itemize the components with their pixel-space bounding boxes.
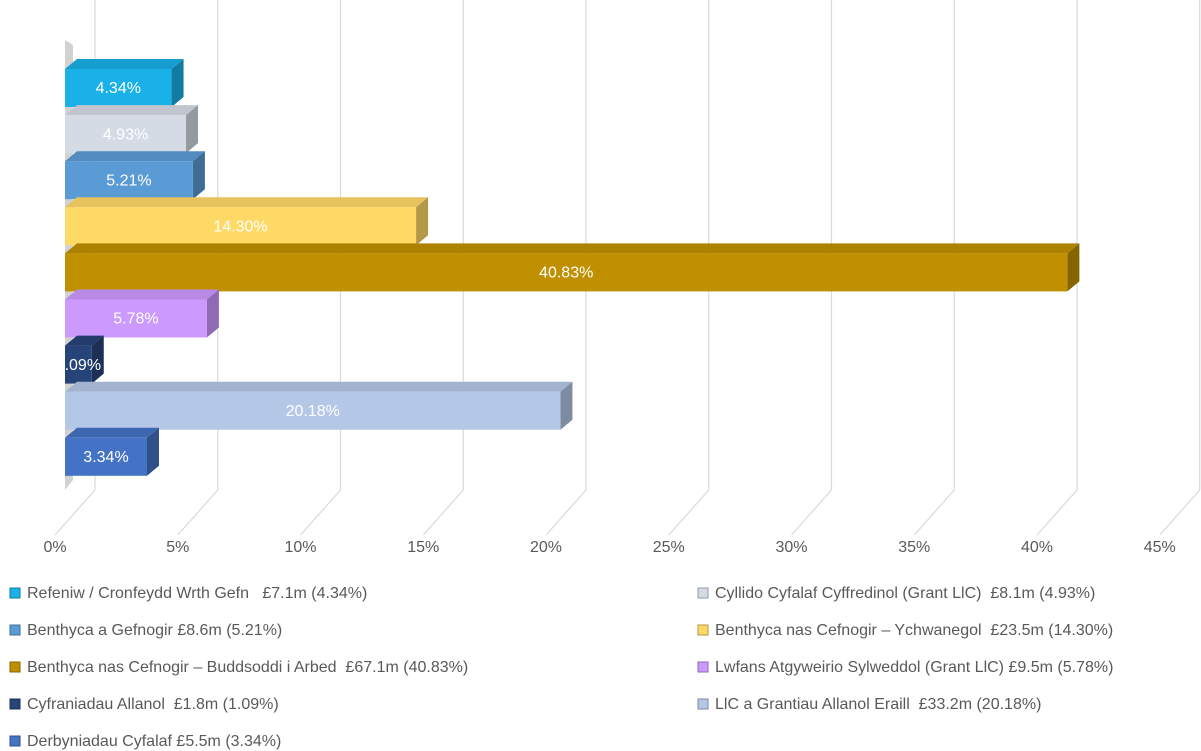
x-tick-label: 25% xyxy=(653,539,685,556)
bar xyxy=(65,335,104,384)
bar-top xyxy=(65,381,573,392)
grid-line xyxy=(545,489,587,536)
x-tick-label: 35% xyxy=(898,539,930,556)
bar-front xyxy=(65,115,187,154)
grid-line xyxy=(300,489,341,536)
legend-label: Cyfraniadau Allanol £1.8m (1.09%) xyxy=(27,696,279,713)
data-label: 20.18% xyxy=(286,403,340,420)
bar-front xyxy=(65,161,193,200)
bar-front xyxy=(65,253,1068,292)
legend-label: Benthyca a Gefnogir £8.6m (5.21%) xyxy=(27,622,282,639)
legend-label: Refeniw / Cronfeydd Wrth Gefn £7.1m (4.3… xyxy=(27,585,367,602)
legend-swatch xyxy=(9,587,21,599)
grid-line xyxy=(422,489,464,536)
x-tick-label: 40% xyxy=(1021,539,1053,556)
grid-line xyxy=(177,489,219,536)
bar xyxy=(65,197,429,246)
bar-front xyxy=(65,207,417,246)
bar xyxy=(65,381,573,430)
legend-swatch xyxy=(9,661,21,673)
bar-front xyxy=(65,299,207,338)
legend-label: Benthyca nas Cefnogir – Ychwanegol £23.5… xyxy=(715,622,1113,639)
legend-label: LlC a Grantiau Allanol Eraill £33.2m (20… xyxy=(715,696,1041,713)
bar-side xyxy=(560,381,573,430)
bar-side xyxy=(146,427,159,476)
legend-label: Benthyca nas Cefnogir – Buddsoddi i Arbe… xyxy=(27,659,468,676)
bar-top xyxy=(65,243,1080,254)
bar-side xyxy=(206,289,219,338)
data-label: 5.78% xyxy=(113,311,158,328)
legend-swatch xyxy=(9,624,21,636)
bar-top xyxy=(65,105,199,116)
bar xyxy=(65,105,199,154)
legend-swatch xyxy=(697,698,709,710)
bar-front xyxy=(65,391,561,430)
bar-top xyxy=(65,59,184,69)
legend-swatch xyxy=(9,698,21,710)
data-label: 40.83% xyxy=(539,265,593,282)
bar-top xyxy=(65,151,205,162)
bar-top xyxy=(65,289,219,300)
grid-line xyxy=(668,489,710,536)
bar-front xyxy=(65,437,147,476)
x-tick-label: 30% xyxy=(775,539,807,556)
data-label: 5.21% xyxy=(106,172,151,189)
bar-front xyxy=(65,69,172,107)
bar xyxy=(65,151,205,200)
bar-side xyxy=(416,197,429,246)
data-label: 3.34% xyxy=(83,449,128,466)
legend-swatch xyxy=(697,661,709,673)
grid-line xyxy=(1159,489,1201,536)
bar-top xyxy=(65,427,159,438)
legend-swatch xyxy=(697,624,709,636)
grid-line xyxy=(1036,489,1078,536)
data-label: 4.34% xyxy=(96,80,141,97)
bar-side xyxy=(186,105,199,154)
bar xyxy=(65,427,159,476)
x-tick-label: 45% xyxy=(1144,539,1176,556)
grid-line xyxy=(913,489,955,536)
data-label: 1.09% xyxy=(56,357,101,374)
bar xyxy=(65,59,184,107)
x-tick-label: 15% xyxy=(407,539,439,556)
legend-swatch xyxy=(697,587,709,599)
x-tick-label: 5% xyxy=(166,539,189,556)
bar xyxy=(65,289,219,338)
x-tick-label: 20% xyxy=(530,539,562,556)
bar-front xyxy=(65,345,92,384)
grid-line xyxy=(54,489,96,536)
legend-label: Cyllido Cyfalaf Cyffredinol (Grant LlC) … xyxy=(715,585,1095,602)
grid-line xyxy=(791,489,832,536)
data-label: 4.93% xyxy=(103,126,148,143)
bar xyxy=(65,243,1080,292)
x-tick-label: 0% xyxy=(43,539,66,556)
bar-side xyxy=(171,59,184,107)
data-label: 14.30% xyxy=(213,219,267,236)
legend-swatch xyxy=(9,735,21,747)
bar-side xyxy=(1067,243,1080,292)
legend-label: Lwfans Atgyweirio Sylweddol (Grant LlC) … xyxy=(715,659,1113,676)
x-tick-label: 10% xyxy=(284,539,316,556)
bar-side xyxy=(192,151,205,200)
bar-top xyxy=(65,197,429,208)
bar-side xyxy=(91,335,104,384)
bar-top xyxy=(65,335,104,346)
legend-label: Derbyniadau Cyfalaf £5.5m (3.34%) xyxy=(27,733,281,750)
